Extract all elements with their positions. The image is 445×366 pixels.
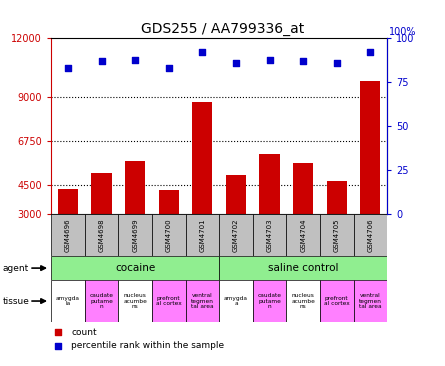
Text: GSM4698: GSM4698 xyxy=(99,219,105,252)
Text: prefront
al cortex: prefront al cortex xyxy=(324,296,350,306)
Point xyxy=(132,57,139,63)
Text: GSM4701: GSM4701 xyxy=(199,219,205,252)
Text: 100%: 100% xyxy=(389,27,417,37)
FancyBboxPatch shape xyxy=(51,256,219,280)
Point xyxy=(199,49,206,55)
Bar xyxy=(159,190,179,273)
FancyBboxPatch shape xyxy=(353,280,387,322)
FancyBboxPatch shape xyxy=(219,214,253,256)
FancyBboxPatch shape xyxy=(186,280,219,322)
Bar xyxy=(293,163,313,273)
Point xyxy=(165,66,172,71)
Text: GSM4704: GSM4704 xyxy=(300,219,306,252)
Bar xyxy=(92,173,112,273)
FancyBboxPatch shape xyxy=(287,214,320,256)
FancyBboxPatch shape xyxy=(51,280,85,322)
FancyBboxPatch shape xyxy=(353,214,387,256)
Point xyxy=(367,49,374,55)
Point xyxy=(299,58,307,64)
FancyBboxPatch shape xyxy=(287,280,320,322)
FancyBboxPatch shape xyxy=(219,256,387,280)
Text: GSM4702: GSM4702 xyxy=(233,219,239,252)
Text: saline control: saline control xyxy=(268,263,338,273)
Text: cocaine: cocaine xyxy=(115,263,155,273)
FancyBboxPatch shape xyxy=(253,214,287,256)
FancyBboxPatch shape xyxy=(219,280,253,322)
FancyBboxPatch shape xyxy=(152,280,186,322)
FancyBboxPatch shape xyxy=(253,280,287,322)
Point xyxy=(65,66,72,71)
FancyBboxPatch shape xyxy=(186,214,219,256)
Point xyxy=(232,60,239,66)
Text: GSM4705: GSM4705 xyxy=(334,219,340,252)
Bar xyxy=(192,102,212,273)
Point xyxy=(333,60,340,66)
Text: prefront
al cortex: prefront al cortex xyxy=(156,296,182,306)
Text: ventral
tegmen
tal area: ventral tegmen tal area xyxy=(359,293,382,309)
Point xyxy=(98,58,105,64)
Bar xyxy=(125,161,145,273)
Bar xyxy=(226,175,246,273)
Text: GSM4703: GSM4703 xyxy=(267,219,272,252)
FancyBboxPatch shape xyxy=(85,214,118,256)
Point xyxy=(266,57,273,63)
Text: GSM4699: GSM4699 xyxy=(132,219,138,252)
Text: nucleus
acumbe
ns: nucleus acumbe ns xyxy=(291,293,315,309)
Bar xyxy=(360,81,380,273)
FancyBboxPatch shape xyxy=(85,280,118,322)
Bar xyxy=(58,189,78,273)
FancyBboxPatch shape xyxy=(152,214,186,256)
FancyBboxPatch shape xyxy=(51,214,85,256)
Point xyxy=(277,161,284,167)
FancyBboxPatch shape xyxy=(320,214,353,256)
FancyBboxPatch shape xyxy=(118,280,152,322)
Text: GSM4696: GSM4696 xyxy=(65,219,71,252)
Text: amygda
la: amygda la xyxy=(56,296,80,306)
Text: count: count xyxy=(71,328,97,337)
Text: nucleus
acumbe
ns: nucleus acumbe ns xyxy=(123,293,147,309)
Bar xyxy=(327,181,347,273)
Text: caudate
putame
n: caudate putame n xyxy=(89,293,113,309)
Text: agent: agent xyxy=(2,264,28,273)
Bar xyxy=(259,154,279,273)
Text: percentile rank within the sample: percentile rank within the sample xyxy=(71,341,224,350)
Text: GSM4706: GSM4706 xyxy=(368,219,373,252)
FancyBboxPatch shape xyxy=(320,280,353,322)
Text: GSM4700: GSM4700 xyxy=(166,219,172,252)
Text: caudate
putame
n: caudate putame n xyxy=(258,293,282,309)
Text: GDS255 / AA799336_at: GDS255 / AA799336_at xyxy=(141,22,304,36)
Point xyxy=(277,281,284,287)
Text: tissue: tissue xyxy=(2,296,29,306)
Text: ventral
tegmen
tal area: ventral tegmen tal area xyxy=(191,293,214,309)
FancyBboxPatch shape xyxy=(118,214,152,256)
Text: amygda
a: amygda a xyxy=(224,296,248,306)
